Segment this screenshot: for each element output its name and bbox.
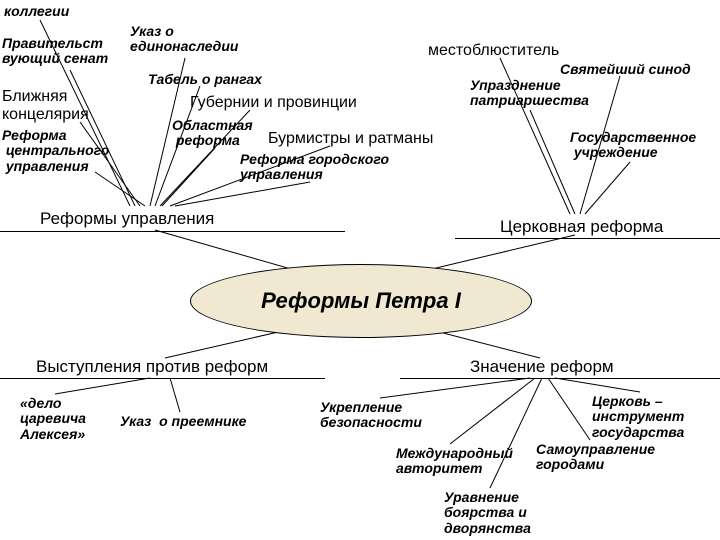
top_left_leaves-1: Правительст вующий сенат xyxy=(2,36,108,67)
top_right_leaves-1: Святейший синод xyxy=(560,62,691,77)
top_right_leaves-3: Государственное учреждение xyxy=(570,130,696,161)
top_left_leaves-9: Реформа городского управления xyxy=(240,152,389,183)
bottom_left_leaves-0: «дело царевича Алексея» xyxy=(20,396,86,442)
top_left_leaves-7: Областная реформа xyxy=(172,118,253,149)
top_left_leaves-8: Бурмистры и ратманы xyxy=(268,130,433,148)
top_left_leaves-6: Губернии и провинции xyxy=(190,94,357,112)
branch-underline-3 xyxy=(400,378,720,379)
top_left_leaves-3: Реформа центрального управления xyxy=(2,128,109,174)
branch-bottom_left: Выступления против реформ xyxy=(36,358,268,377)
bottom_right_leaves-0: Укрепление безопасности xyxy=(320,400,422,431)
branch-underline-2 xyxy=(0,378,325,379)
top_left_leaves-2: Ближняя концелярия xyxy=(2,88,89,123)
bottom_right_leaves-3: Самоуправление городами xyxy=(536,442,655,473)
center-node: Реформы Петра I xyxy=(190,264,532,338)
center-label: Реформы Петра I xyxy=(261,288,461,314)
branch-underline-1 xyxy=(455,238,720,239)
branch-top_left: Реформы управления xyxy=(40,210,214,229)
bottom_right_leaves-1: Международный авторитет xyxy=(396,446,513,477)
top_left_leaves-5: Табель о рангах xyxy=(148,72,262,87)
bottom_right_leaves-2: Уравнение боярства и дворянства xyxy=(444,490,531,536)
top_left_leaves-4: Указ о единонаследии xyxy=(130,24,238,55)
branch-bottom_right: Значение реформ xyxy=(470,358,614,377)
bottom_right_leaves-4: Церковь – инструмент государства xyxy=(592,394,684,440)
top_left_leaves-0: коллегии xyxy=(4,4,69,19)
top_right_leaves-0: местоблюститель xyxy=(428,42,559,60)
branch-underline-0 xyxy=(0,231,345,232)
bottom_left_leaves-1: Указ о преемнике xyxy=(120,414,246,429)
branch-top_right: Церковная реформа xyxy=(500,218,663,237)
top_right_leaves-2: Упразднение патриаршества xyxy=(470,78,589,109)
